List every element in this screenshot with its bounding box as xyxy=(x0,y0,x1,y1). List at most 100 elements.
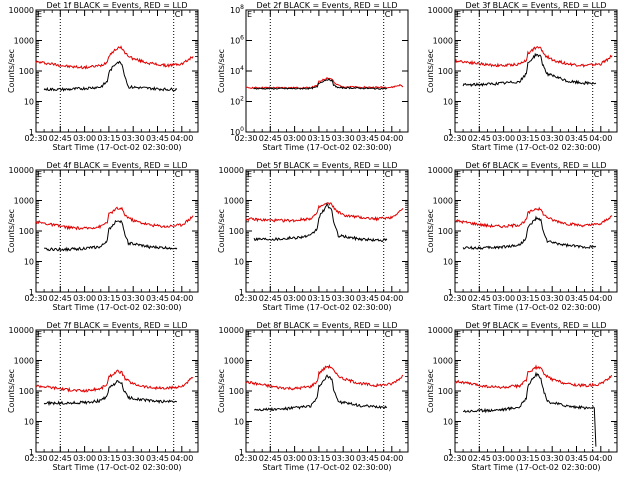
chart-title: Det 7f BLACK = Events, RED = LLD xyxy=(46,321,187,330)
x-tick-label: 03:45 xyxy=(565,294,588,303)
x-tick-label: 04:00 xyxy=(170,454,193,463)
y-tick-label: 10 xyxy=(443,418,453,427)
series-lld-line xyxy=(245,202,404,223)
x-tick-label: 03:45 xyxy=(356,454,379,463)
x-tick-label: 04:00 xyxy=(380,454,403,463)
x-tick-label: 03:15 xyxy=(307,454,330,463)
x-axis-label: Start Time (17-Oct-02 02:30:00) xyxy=(52,463,181,472)
y-tick-label: 1000 xyxy=(14,197,34,206)
x-axis-label: Start Time (17-Oct-02 02:30:00) xyxy=(471,303,600,312)
x-tick-label: 04:00 xyxy=(589,134,612,143)
series-events-line xyxy=(43,380,177,407)
x-tick-label: 03:45 xyxy=(565,454,588,463)
y-tick-label: 1 xyxy=(29,288,34,297)
y-tick-label: 10 xyxy=(443,258,453,267)
x-tick-label: 03:00 xyxy=(73,294,96,303)
x-tick-label: 03:15 xyxy=(516,454,539,463)
chart-title: Det 8f BLACK = Events, RED = LLD xyxy=(256,321,397,330)
chart-title: Det 6f BLACK = Events, RED = LLD xyxy=(465,161,606,170)
x-tick-label: 04:00 xyxy=(380,134,403,143)
series-events-line xyxy=(462,215,597,250)
y-axis-label: Counts/sec xyxy=(217,369,226,413)
chart-panel-8: Det 8f BLACK = Events, RED = LLD 1 10 100 10… xyxy=(217,321,409,472)
y-tick-label: 1000 xyxy=(433,37,453,46)
y-axis-label: Counts/sec xyxy=(426,369,435,413)
x-tick-label: 03:00 xyxy=(283,134,306,143)
x-tick-label: 03:30 xyxy=(541,294,564,303)
y-tick-label: 100 xyxy=(19,387,34,396)
marker-e: E xyxy=(247,330,252,339)
chart-panel-6: Det 6f BLACK = Events, RED = LLD 1 10 100 10… xyxy=(426,161,618,312)
y-tick-label: 100 xyxy=(438,67,453,76)
x-tick-label: 04:00 xyxy=(170,294,193,303)
x-tick-label: 03:15 xyxy=(516,134,539,143)
y-tick-label: 10000 xyxy=(9,326,34,335)
marker-e: E xyxy=(456,170,461,179)
x-tick-label: 03:15 xyxy=(307,294,330,303)
series-lld-line xyxy=(35,45,194,70)
y-tick-label: 1000 xyxy=(433,357,453,366)
x-tick-label: 03:30 xyxy=(541,454,564,463)
y-tick-label: 1000 xyxy=(14,37,34,46)
x-tick-label: 03:00 xyxy=(492,134,515,143)
series-events-line xyxy=(253,374,388,412)
y-tick-label: 100 xyxy=(229,227,244,236)
x-tick-label: 02:45 xyxy=(468,134,491,143)
marker-c: C xyxy=(594,330,600,339)
chart-panel-2: Det 2f BLACK = Events, RED = LLD 100 102 10… xyxy=(217,1,409,152)
y-tick-label: 104 xyxy=(230,65,244,76)
marker-c: C xyxy=(385,330,391,339)
series-lld-line xyxy=(454,206,613,229)
chart-title: Det 1f BLACK = Events, RED = LLD xyxy=(46,1,187,10)
x-tick-label: 02:30 xyxy=(443,454,466,463)
y-tick-label: 1 xyxy=(29,128,34,137)
x-tick-label: 02:45 xyxy=(49,454,72,463)
chart-title: Det 3f BLACK = Events, RED = LLD xyxy=(465,1,606,10)
y-tick-label: 10000 xyxy=(219,326,244,335)
marker-c: C xyxy=(175,170,181,179)
y-tick-label: 10 xyxy=(24,98,34,107)
y-axis-label: Counts/sec xyxy=(217,49,226,93)
series-lld-line xyxy=(245,76,404,90)
marker-e: E xyxy=(37,170,42,179)
x-tick-label: 02:30 xyxy=(234,134,257,143)
x-tick-label: 03:15 xyxy=(97,294,120,303)
chart-panel-3: Det 3f BLACK = Events, RED = LLD 1 10 100 10… xyxy=(426,1,618,152)
marker-e: E xyxy=(247,170,252,179)
x-tick-label: 02:30 xyxy=(24,454,47,463)
y-tick-label: 10000 xyxy=(428,6,453,15)
y-tick-label: 1 xyxy=(448,288,453,297)
x-tick-label: 03:30 xyxy=(122,134,145,143)
marker-c: C xyxy=(594,170,600,179)
x-tick-label: 03:15 xyxy=(97,134,120,143)
marker-e: E xyxy=(37,10,42,19)
x-tick-label: 03:30 xyxy=(332,294,355,303)
y-axis-label: Counts/sec xyxy=(426,49,435,93)
y-axis-label: Counts/sec xyxy=(217,209,226,253)
x-tick-label: 03:00 xyxy=(492,294,515,303)
x-tick-label: 03:15 xyxy=(516,294,539,303)
x-axis-label: Start Time (17-Oct-02 02:30:00) xyxy=(471,143,600,152)
series-lld-line xyxy=(35,206,194,231)
series-lld-line xyxy=(35,369,194,393)
x-tick-label: 04:00 xyxy=(589,454,612,463)
chart-panel-4: Det 4f BLACK = Events, RED = LLD 1 10 100 10… xyxy=(7,161,199,312)
x-tick-label: 03:00 xyxy=(283,294,306,303)
y-tick-label: 108 xyxy=(230,4,244,15)
chart-panel-1: Det 1f BLACK = Events, RED = LLD 1 10 100 10… xyxy=(7,1,199,152)
x-tick-label: 03:30 xyxy=(122,454,145,463)
y-tick-label: 10 xyxy=(234,418,244,427)
y-tick-label: 10 xyxy=(443,98,453,107)
y-tick-label: 10000 xyxy=(9,166,34,175)
y-tick-label: 1 xyxy=(239,288,244,297)
marker-c: C xyxy=(594,10,600,19)
marker-c: C xyxy=(175,330,181,339)
x-tick-label: 02:45 xyxy=(468,294,491,303)
chart-panel-9: Det 9f BLACK = Events, RED = LLD 1 10 100 10… xyxy=(426,321,618,472)
y-tick-label: 1000 xyxy=(14,357,34,366)
chart-title: Det 4f BLACK = Events, RED = LLD xyxy=(46,161,187,170)
marker-e: E xyxy=(37,330,42,339)
x-tick-label: 04:00 xyxy=(589,294,612,303)
x-tick-label: 03:45 xyxy=(146,294,169,303)
